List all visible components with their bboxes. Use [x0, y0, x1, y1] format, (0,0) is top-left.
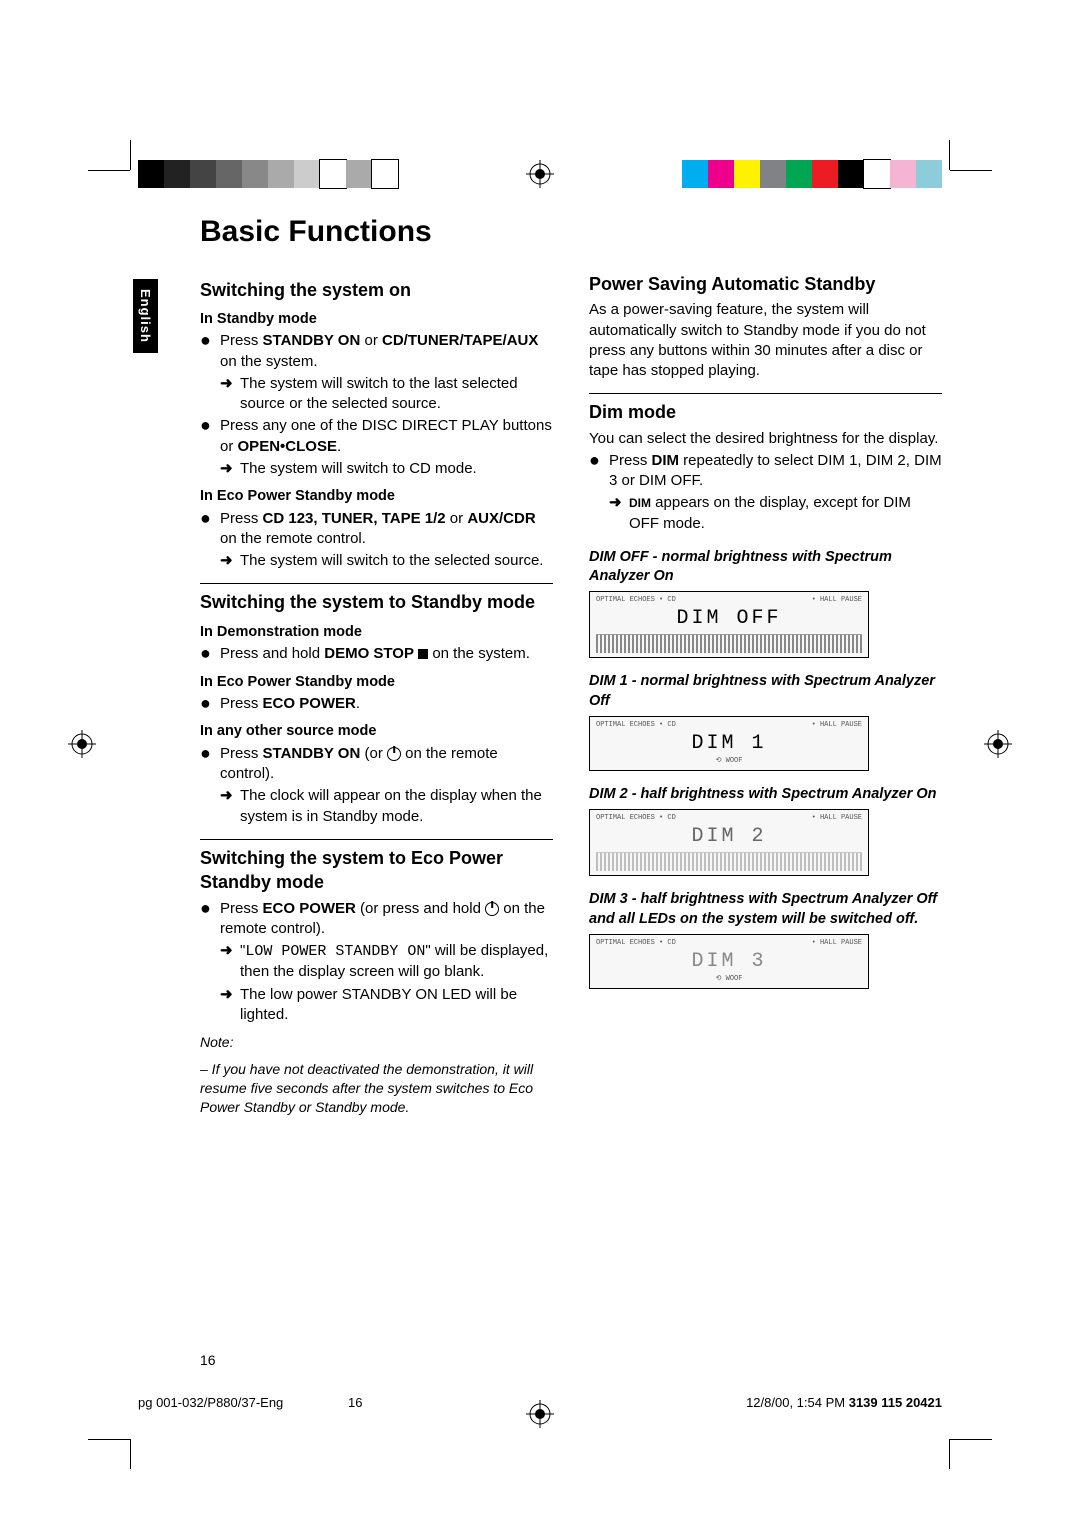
lcd-display-dimoff: OPTIMAL ECHOES • CD• HALL PAUSE DIM OFF: [589, 591, 869, 658]
footer-file: pg 001-032/P880/37-Eng: [138, 1395, 283, 1410]
right-column: Power Saving Automatic Standby As a powe…: [589, 212, 942, 1348]
color-bar: [682, 160, 942, 188]
heading-eco: Switching the system to Eco Power Standb…: [200, 839, 553, 895]
registration-target-right: [984, 730, 1012, 758]
body-text: Press CD 123, TUNER, TAPE 1/2 or AUX/CDR…: [220, 509, 553, 550]
left-column: Basic Functions Switching the system on …: [200, 212, 553, 1348]
dim1-label: DIM 1 - normal brightness with Spectrum …: [589, 672, 942, 711]
body-text: Press DIM repeatedly to select DIM 1, DI…: [609, 451, 942, 492]
registration-target-top: [526, 160, 554, 188]
body-text: The system will switch to CD mode.: [240, 459, 553, 479]
registration-target-bottom: [526, 1400, 554, 1428]
body-text: Press ECO POWER.: [220, 694, 553, 714]
body-text: The system will switch to the selected s…: [240, 551, 553, 571]
footer-code: 3139 115 20421: [849, 1395, 942, 1410]
language-tab: English: [133, 279, 158, 353]
power-icon: [485, 902, 499, 916]
body-text: As a power-saving feature, the system wi…: [589, 300, 942, 381]
lcd-display-dim3: OPTIMAL ECHOES • CD• HALL PAUSE DIM 3 ⟲ …: [589, 934, 869, 990]
subheading-demo: In Demonstration mode: [200, 623, 553, 643]
subheading-ecopower: In Eco Power Standby mode: [200, 673, 553, 693]
footer-page: 16: [348, 1395, 362, 1410]
subheading-ecopower: In Eco Power Standby mode: [200, 487, 553, 507]
grayscale-bar: [138, 160, 398, 188]
heading-switch-on: Switching the system on: [200, 278, 553, 302]
heading-dim: Dim mode: [589, 393, 942, 424]
body-text: Press STANDBY ON (or on the remote contr…: [220, 744, 553, 785]
body-text: Press ECO POWER (or press and hold on th…: [220, 899, 553, 940]
dim2-label: DIM 2 - half brightness with Spectrum An…: [589, 785, 942, 805]
power-icon: [387, 747, 401, 761]
body-text: "LOW POWER STANDBY ON" will be displayed…: [240, 941, 553, 983]
page-title: Basic Functions: [200, 212, 553, 253]
note-heading: Note:: [200, 1033, 553, 1052]
subheading-anymode: In any other source mode: [200, 722, 553, 742]
page-number: 16: [200, 1352, 216, 1368]
subheading-standby: In Standby mode: [200, 310, 553, 330]
stop-icon: [418, 649, 428, 659]
registration-target-left: [68, 730, 96, 758]
dim3-label: DIM 3 - half brightness with Spectrum An…: [589, 890, 942, 929]
body-text: Press STANDBY ON or CD/TUNER/TAPE/AUX on…: [220, 331, 553, 372]
lcd-display-dim2: OPTIMAL ECHOES • CD• HALL PAUSE DIM 2: [589, 809, 869, 876]
heading-powersave: Power Saving Automatic Standby: [589, 272, 942, 296]
body-text: The system will switch to the last selec…: [240, 374, 553, 415]
footer-date: 12/8/00, 1:54 PM: [746, 1395, 845, 1410]
body-text: You can select the desired brightness fo…: [589, 429, 942, 449]
body-text: The clock will appear on the display whe…: [240, 786, 553, 827]
body-text: Press any one of the DISC DIRECT PLAY bu…: [220, 416, 553, 457]
body-text: Press and hold DEMO STOP on the system.: [220, 644, 553, 664]
body-text: The low power STANDBY ON LED will be lig…: [240, 985, 553, 1026]
note-text: – If you have not deactivated the demons…: [200, 1060, 553, 1117]
body-text: DIM appears on the display, except for D…: [629, 493, 942, 534]
lcd-display-dim1: OPTIMAL ECHOES • CD• HALL PAUSE DIM 1 ⟲ …: [589, 716, 869, 772]
heading-standby: Switching the system to Standby mode: [200, 583, 553, 614]
dim-off-label: DIM OFF - normal brightness with Spectru…: [589, 548, 942, 587]
